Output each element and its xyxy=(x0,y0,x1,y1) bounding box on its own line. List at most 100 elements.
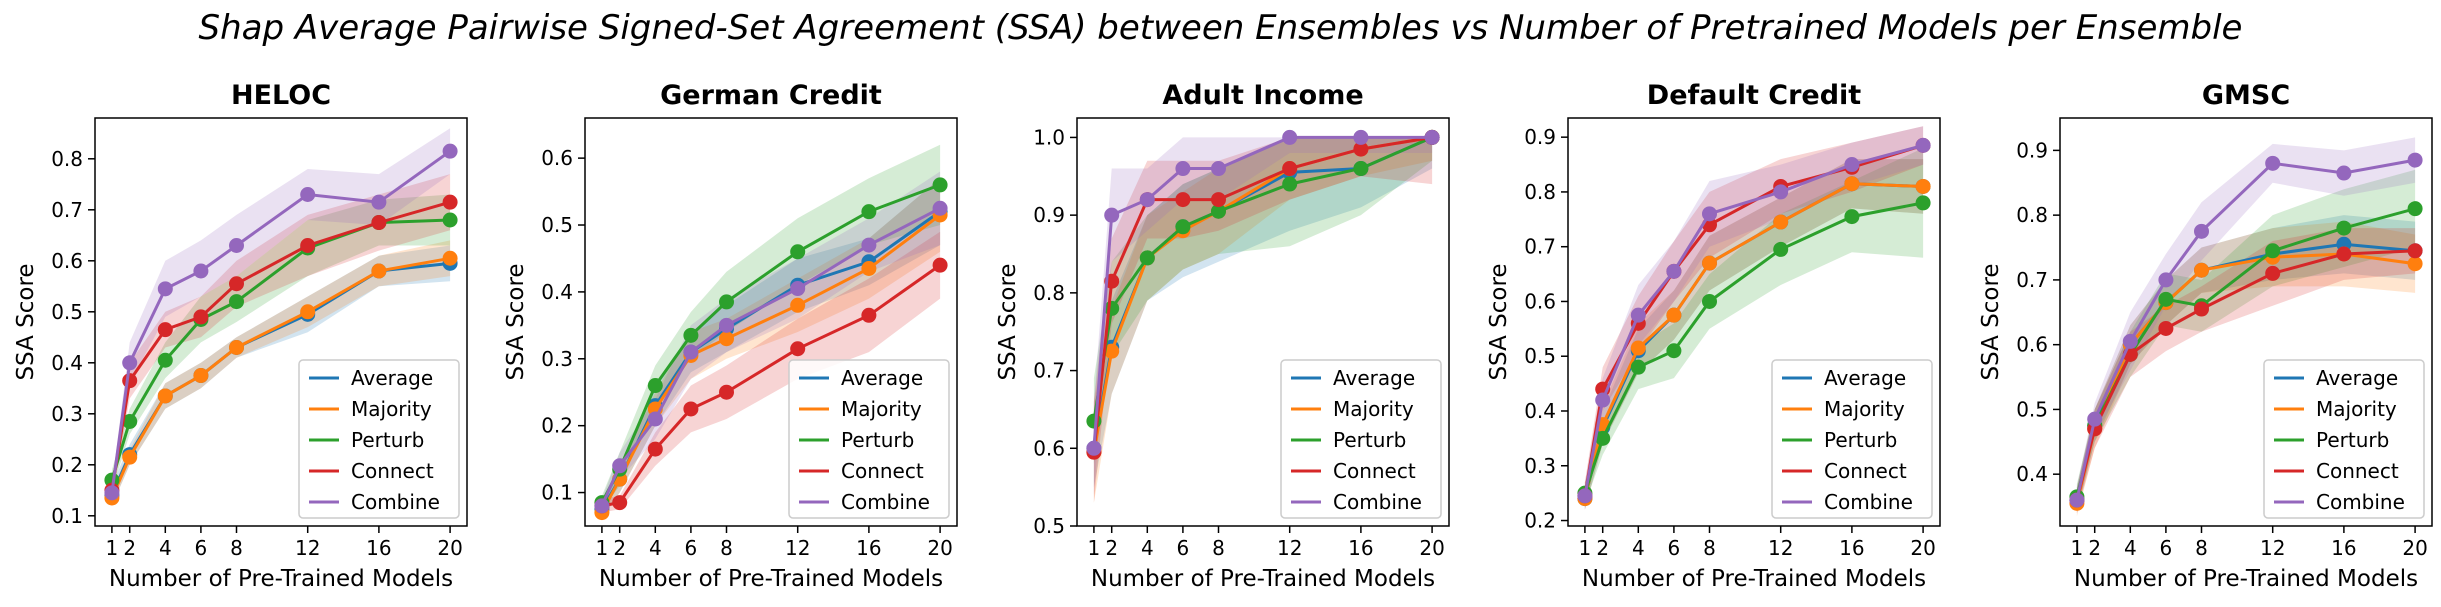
x-tick-label: 2 xyxy=(613,536,626,560)
series-line-majority xyxy=(110,256,451,499)
legend: Average Majority Perturb Connect Combine xyxy=(1280,359,1442,519)
point-combine xyxy=(2158,272,2174,288)
legend-box xyxy=(298,359,460,519)
x-tick-label: 4 xyxy=(159,536,172,560)
y-tick-label: 0.9 xyxy=(1524,125,1556,149)
y-axis-label: SSA Score xyxy=(995,263,1021,380)
band-combine xyxy=(111,128,451,501)
series-line-perturb xyxy=(1583,201,1924,494)
point-majority xyxy=(442,250,458,266)
chart-title: Default Credit xyxy=(1647,80,1861,111)
y-axis-label: SSA Score xyxy=(1978,263,2004,380)
axes-frame xyxy=(1076,117,1450,527)
figure-suptitle: Shap Average Pairwise Signed-Set Agreeme… xyxy=(198,8,2243,48)
series-line-majority xyxy=(1583,182,1924,499)
x-tick-label: 1 xyxy=(1579,536,1592,560)
point-perturb xyxy=(1666,343,1682,359)
point-connect xyxy=(193,309,209,325)
point-combine xyxy=(104,485,120,501)
point-connect xyxy=(861,307,877,323)
point-perturb xyxy=(442,212,458,228)
point-combine xyxy=(122,355,138,371)
x-axis-label: Number of Pre-Trained Models xyxy=(599,566,943,592)
legend: Average Majority Perturb Connect Combine xyxy=(788,359,950,519)
y-tick-label: 0.9 xyxy=(1033,203,1065,227)
band-combine xyxy=(1584,126,1924,510)
y-axis-label: SSA Score xyxy=(1486,263,1512,380)
point-majority xyxy=(1915,178,1931,194)
legend-label-combine: Combine xyxy=(841,490,930,514)
point-combine xyxy=(2122,333,2138,349)
plot-area xyxy=(594,144,948,521)
legend-label-majority: Majority xyxy=(1333,397,1414,421)
point-combine xyxy=(1104,207,1120,223)
point-combine xyxy=(594,498,610,514)
point-connect xyxy=(1282,161,1298,177)
legend-label-perturb: Perturb xyxy=(2316,428,2389,452)
point-majority xyxy=(157,388,173,404)
point-combine xyxy=(300,187,316,202)
plot-area xyxy=(104,128,458,506)
point-combine xyxy=(790,281,806,297)
point-perturb xyxy=(1630,359,1646,375)
legend-label-majority: Majority xyxy=(841,397,922,421)
x-tick-label: 4 xyxy=(2124,536,2137,560)
point-combine xyxy=(932,200,948,216)
x-tick-label: 6 xyxy=(195,536,208,560)
legend-label-average: Average xyxy=(2316,366,2398,390)
x-tick-label: 4 xyxy=(649,536,662,560)
x-tick-label: 8 xyxy=(230,536,243,560)
point-combine xyxy=(193,263,209,279)
legend: Average Majority Perturb Connect Combine xyxy=(298,359,460,519)
point-combine xyxy=(2336,165,2352,181)
y-tick-label: 0.7 xyxy=(51,198,83,222)
point-combine xyxy=(2069,492,2085,508)
band-perturb xyxy=(1584,148,1924,505)
legend-label-perturb: Perturb xyxy=(1333,428,1406,452)
x-tick-label: 16 xyxy=(856,536,881,560)
band-connect xyxy=(111,174,451,501)
band-connect xyxy=(1584,126,1924,510)
y-tick-label: 0.2 xyxy=(1524,509,1556,533)
point-perturb xyxy=(932,177,948,193)
point-connect xyxy=(932,257,948,273)
point-combine xyxy=(861,237,877,253)
point-connect xyxy=(371,215,387,231)
x-axis-label: Number of Pre-Trained Models xyxy=(2074,566,2418,592)
x-tick-label: 12 xyxy=(295,536,320,560)
point-perturb xyxy=(1844,209,1860,225)
x-tick-label: 20 xyxy=(1419,536,1444,560)
point-majority xyxy=(1844,176,1860,192)
series-line-combine xyxy=(110,149,451,494)
band-perturb xyxy=(601,144,941,510)
band-average xyxy=(601,178,941,516)
legend-label-connect: Connect xyxy=(1824,459,1907,483)
point-combine xyxy=(157,281,173,297)
legend-box xyxy=(788,359,950,519)
series-line-perturb xyxy=(600,183,941,504)
legend-label-average: Average xyxy=(1333,366,1415,390)
legend-label-combine: Combine xyxy=(351,490,440,514)
y-tick-label: 0.4 xyxy=(1524,399,1556,423)
point-perturb xyxy=(2158,291,2174,307)
x-tick-label: 1 xyxy=(596,536,609,560)
y-tick-label: 0.8 xyxy=(2016,203,2048,227)
point-combine xyxy=(1282,129,1298,145)
point-perturb xyxy=(1282,176,1298,192)
point-perturb xyxy=(2336,220,2352,236)
y-tick-label: 0.2 xyxy=(541,414,573,438)
point-perturb xyxy=(122,413,138,429)
x-tick-label: 4 xyxy=(1632,536,1645,560)
point-majority xyxy=(790,297,806,313)
band-combine xyxy=(1093,137,1433,495)
point-combine xyxy=(1175,161,1191,177)
legend-label-majority: Majority xyxy=(2316,397,2397,421)
legend-box xyxy=(1280,359,1442,519)
point-combine xyxy=(1086,440,1102,456)
point-combine xyxy=(442,143,458,159)
point-combine xyxy=(612,458,628,474)
x-tick-label: 8 xyxy=(720,536,733,560)
